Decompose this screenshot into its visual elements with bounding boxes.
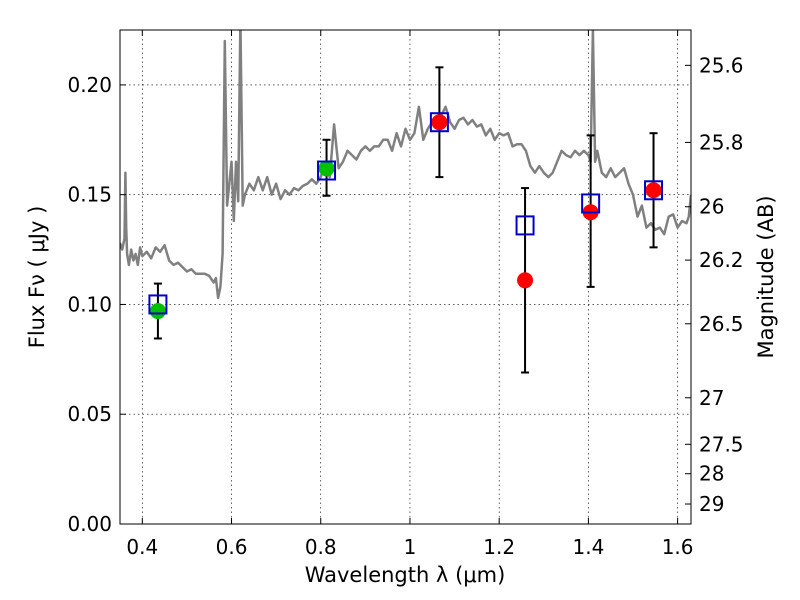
- observed-point: [517, 272, 534, 289]
- template-line: [120, 30, 691, 300]
- y2-tick-label: 29: [699, 492, 724, 516]
- y2-axis: 25.6 25.8 26 26.2 26.5 27 27.5 28 29: [685, 53, 744, 516]
- y2-tick-label: 25.8: [699, 130, 744, 154]
- y-axis-title: Flux Fν ( μJy ): [25, 206, 49, 349]
- y2-axis-title: Magnitude (AB): [754, 195, 778, 358]
- y2-tick-label: 26.5: [699, 312, 744, 336]
- y-tick-label: 0.00: [67, 512, 112, 536]
- model-points: [148, 112, 664, 315]
- plot-area: [120, 30, 691, 524]
- x-tick-label: 1.6: [662, 535, 694, 559]
- model-point: [581, 193, 601, 214]
- x-axis: 0.4 0.6 0.8 1 1.2 1.4 1.6: [126, 30, 694, 559]
- y2-tick-label: 28: [699, 462, 724, 486]
- x-tick-label: 1.2: [483, 535, 515, 559]
- x-tick-label: 1.4: [572, 535, 604, 559]
- x-tick-label: 1: [404, 535, 417, 559]
- y2-tick-label: 25.6: [699, 53, 744, 77]
- y-tick-label: 0.20: [67, 73, 112, 97]
- y2-tick-label: 27.5: [699, 432, 744, 456]
- x-tick-label: 0.6: [216, 535, 248, 559]
- template-spectrum: [120, 30, 691, 300]
- y-tick-label: 0.05: [67, 402, 112, 426]
- model-point: [148, 294, 168, 315]
- model-point: [515, 215, 535, 236]
- y2-tick-label: 26.2: [699, 248, 744, 272]
- y-tick-label: 0.10: [67, 292, 112, 316]
- y2-tick-label: 26: [699, 195, 724, 219]
- model-point: [429, 112, 449, 133]
- x-tick-label: 0.4: [126, 535, 158, 559]
- y-tick-label: 0.15: [67, 183, 112, 207]
- model-point: [644, 180, 664, 201]
- plot-frame: [119, 29, 692, 525]
- y2-tick-label: 27: [699, 386, 724, 410]
- observed-point: [431, 114, 448, 131]
- x-tick-label: 0.8: [305, 535, 337, 559]
- y-axis: 0.00 0.05 0.10 0.15 0.20: [67, 73, 126, 536]
- observed-point: [318, 160, 335, 177]
- observed-point: [149, 303, 166, 320]
- observed-point: [645, 182, 662, 199]
- x-axis-title: Wavelength λ (μm): [305, 563, 506, 587]
- model-point: [317, 160, 337, 181]
